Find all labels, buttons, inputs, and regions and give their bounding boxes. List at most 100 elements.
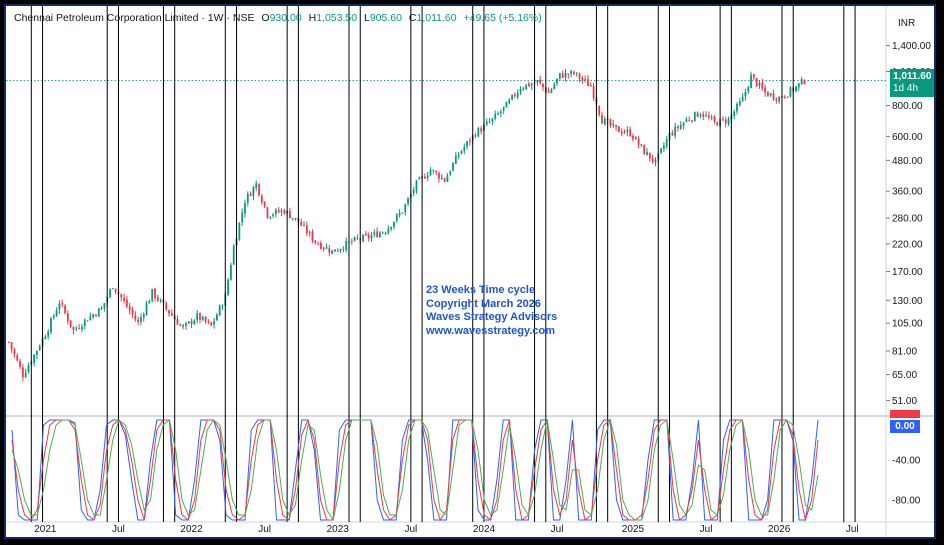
candle-body	[424, 176, 426, 179]
bar-countdown: 1d 4h	[893, 83, 919, 94]
candle-body	[750, 74, 752, 88]
candle-body	[629, 129, 632, 137]
candle-body	[210, 322, 213, 326]
candle-body	[140, 317, 142, 323]
candle-body	[643, 144, 646, 155]
candle-body	[58, 303, 61, 310]
time-tick-label: 2023	[327, 524, 350, 535]
annotation-line-2: Copyright March 2026	[426, 297, 541, 310]
candle-body	[19, 361, 21, 367]
candle-body	[179, 324, 182, 326]
chart-annotation: 23 Weeks Time cycle Copyright March 2026…	[426, 284, 557, 338]
candle-body	[36, 350, 38, 356]
symbol-exchange: NSE	[232, 12, 255, 24]
price-tick-label: 1,400.00	[892, 41, 931, 52]
candle-body	[61, 302, 64, 305]
last-price-tag: 1,011.60 1d 4h	[890, 69, 934, 97]
candle-body	[238, 222, 241, 240]
candle-body	[159, 299, 162, 302]
candle-body	[176, 318, 179, 325]
close-value: 1,011.60	[416, 12, 457, 24]
last-price-value: 1,011.60	[893, 71, 932, 82]
candle-body	[707, 115, 710, 118]
candle-body	[632, 135, 634, 140]
candle-body	[10, 342, 13, 350]
price-tick-label: 81.00	[892, 347, 917, 358]
candle-body	[679, 124, 682, 129]
candle-body	[353, 237, 356, 241]
candle-body	[305, 225, 308, 234]
price-tick-label: 600.00	[892, 132, 923, 143]
candle-body	[283, 210, 286, 214]
price-tick-label: 170.00	[892, 267, 923, 278]
candle-body	[466, 141, 468, 147]
candle-body	[516, 92, 519, 98]
candle-body	[207, 321, 210, 323]
candle-body	[379, 232, 381, 238]
candle-body	[7, 341, 10, 343]
candle-body	[463, 146, 466, 152]
candle-body	[64, 305, 66, 314]
candle-body	[27, 365, 30, 373]
candle-body	[314, 240, 317, 243]
candle-body	[446, 175, 449, 182]
candle-body	[221, 305, 224, 307]
candle-body	[651, 158, 654, 162]
candle-body	[432, 169, 435, 171]
candle-body	[170, 313, 173, 316]
candle-body	[334, 249, 336, 252]
candle-body	[78, 327, 80, 329]
candle-body	[303, 225, 305, 227]
low-label: L	[364, 12, 370, 24]
price-tick-label: 130.00	[892, 296, 923, 307]
candle-body	[713, 117, 716, 122]
candle-body	[381, 232, 384, 234]
candle-body	[758, 82, 761, 86]
candle-body	[508, 99, 511, 104]
candle-body	[336, 250, 339, 252]
candle-body	[573, 71, 575, 74]
candle-body	[128, 306, 131, 311]
candle-body	[263, 201, 266, 207]
candle-body	[457, 154, 460, 157]
candle-body	[387, 228, 390, 234]
candle-body	[513, 94, 516, 97]
candle-body	[230, 264, 232, 280]
candle-body	[193, 320, 196, 325]
candle-body	[738, 101, 741, 105]
candle-body	[778, 97, 781, 102]
chart-legend: Chennai Petroleum Corporation Limited · …	[14, 12, 542, 24]
candle-body	[485, 121, 488, 125]
candle-body	[319, 243, 322, 249]
candle-body	[682, 122, 685, 126]
candle-body	[398, 212, 401, 216]
price-tick-label: 280.00	[892, 214, 923, 225]
time-tick-label: 2026	[768, 524, 791, 535]
chart-canvas[interactable]: 51.00 65.00 81.00 105.00 130.00 170.00 220.00 2…	[6, 6, 934, 537]
open-label: O	[261, 12, 270, 24]
candle-body	[429, 169, 432, 176]
candle-body	[662, 145, 665, 149]
candle-body	[460, 150, 463, 154]
time-tick-label: Jul	[258, 524, 271, 535]
close-label: C	[408, 12, 417, 24]
price-tick-label: 480.00	[892, 156, 923, 167]
price-tick-label: 51.00	[892, 396, 917, 407]
candle-body	[384, 232, 387, 234]
candle-body	[800, 79, 803, 85]
candle-body	[764, 87, 767, 93]
candle-body	[266, 207, 269, 218]
candle-body	[435, 171, 438, 173]
candle-body	[677, 126, 679, 128]
change-value: +49.65 (+5.16%)	[463, 12, 542, 24]
annotation-line-1: 23 Weeks Time cycle	[426, 284, 536, 296]
candle-body	[187, 321, 190, 324]
candle-body	[204, 316, 207, 322]
candle-body	[696, 112, 699, 117]
candle-body	[95, 314, 97, 316]
candle-body	[744, 91, 747, 97]
candle-body	[92, 314, 95, 318]
candle-body	[342, 248, 345, 250]
candle-body	[511, 94, 513, 100]
candle-body	[255, 183, 258, 188]
